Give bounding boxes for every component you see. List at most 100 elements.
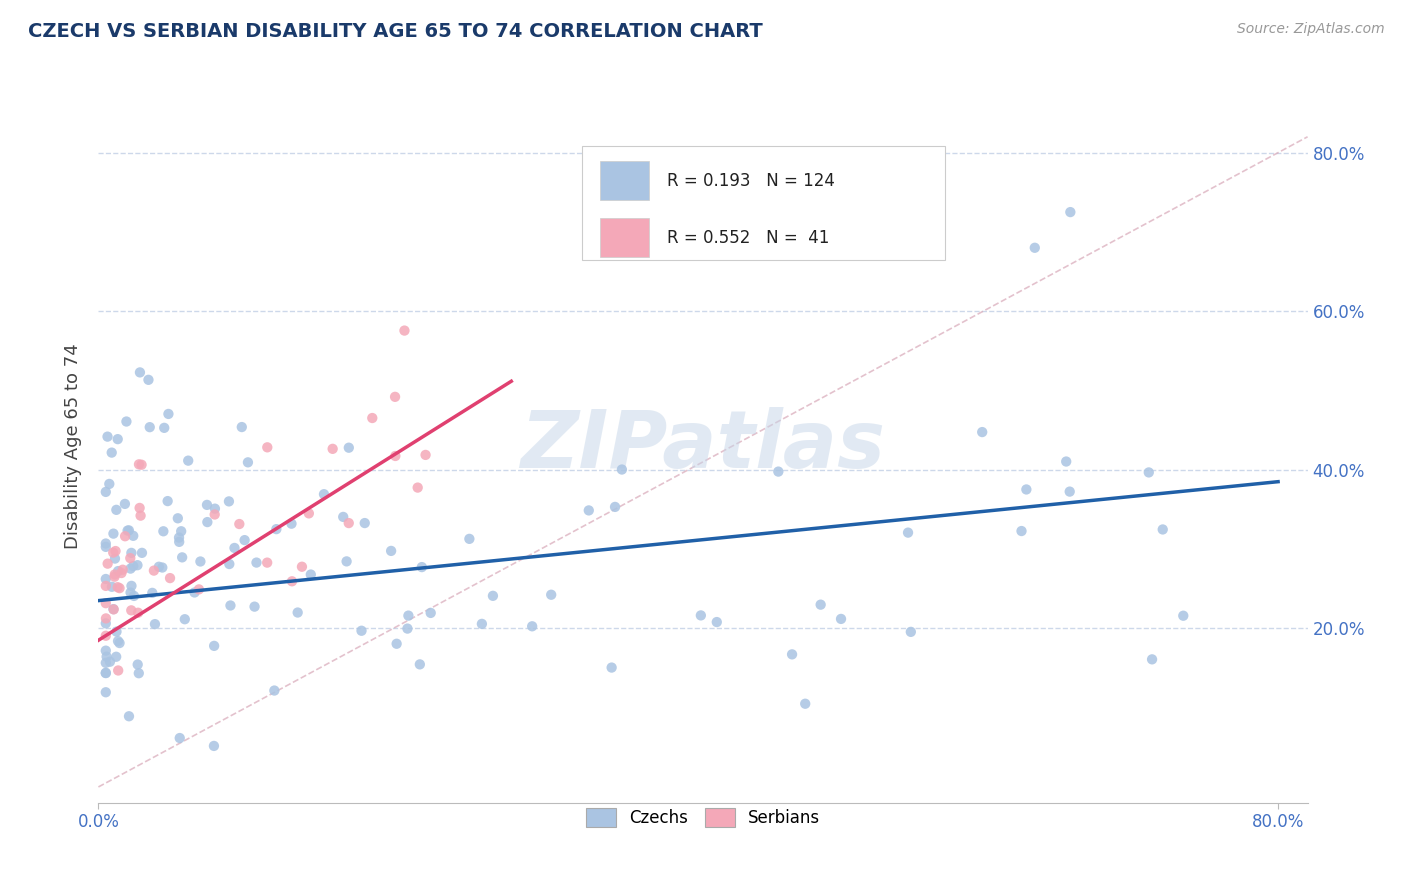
- Point: [322, 442, 344, 456]
- Point: [190, 554, 212, 568]
- Text: ZIPatlas: ZIPatlas: [520, 407, 886, 485]
- Point: [107, 564, 129, 578]
- Point: [94, 629, 117, 643]
- Point: [266, 522, 288, 536]
- Point: [353, 516, 375, 530]
- Point: [830, 612, 852, 626]
- Point: [127, 657, 149, 672]
- Point: [385, 637, 408, 651]
- Point: [794, 697, 817, 711]
- Point: [1059, 205, 1081, 219]
- Text: R = 0.193   N = 124: R = 0.193 N = 124: [666, 171, 835, 189]
- Point: [312, 487, 335, 501]
- Point: [103, 526, 125, 541]
- Point: [96, 429, 118, 443]
- Point: [218, 557, 240, 571]
- Point: [256, 556, 278, 570]
- Point: [1152, 523, 1174, 537]
- Point: [380, 544, 402, 558]
- Point: [105, 649, 128, 664]
- Point: [1140, 652, 1163, 666]
- Point: [287, 606, 309, 620]
- Point: [298, 507, 321, 521]
- Point: [94, 596, 117, 610]
- Point: [263, 683, 285, 698]
- Point: [105, 503, 128, 517]
- Point: [231, 420, 253, 434]
- Point: [98, 655, 121, 669]
- Point: [280, 516, 302, 531]
- Point: [396, 622, 419, 636]
- Point: [96, 649, 118, 664]
- Point: [142, 564, 165, 578]
- Point: [1059, 484, 1081, 499]
- Text: R = 0.552   N =  41: R = 0.552 N = 41: [666, 228, 830, 246]
- Point: [120, 551, 142, 566]
- Point: [97, 557, 120, 571]
- Point: [150, 560, 173, 574]
- Point: [107, 432, 129, 446]
- Point: [94, 685, 117, 699]
- Point: [897, 525, 920, 540]
- Point: [689, 608, 711, 623]
- Point: [233, 533, 256, 548]
- Point: [1024, 241, 1046, 255]
- FancyBboxPatch shape: [600, 161, 648, 200]
- Text: Source: ZipAtlas.com: Source: ZipAtlas.com: [1237, 22, 1385, 37]
- Point: [177, 453, 200, 467]
- Point: [256, 440, 278, 454]
- Point: [127, 606, 149, 620]
- Point: [1173, 608, 1195, 623]
- Point: [337, 516, 360, 530]
- Point: [1137, 466, 1160, 480]
- Point: [128, 500, 150, 515]
- Point: [396, 608, 419, 623]
- Point: [156, 494, 179, 508]
- Y-axis label: Disability Age 65 to 74: Disability Age 65 to 74: [63, 343, 82, 549]
- Point: [183, 585, 205, 599]
- Point: [141, 586, 163, 600]
- Point: [406, 481, 429, 495]
- Point: [202, 739, 225, 753]
- Point: [195, 498, 218, 512]
- Point: [120, 561, 142, 575]
- Point: [128, 666, 150, 681]
- Point: [111, 563, 134, 577]
- Point: [148, 559, 170, 574]
- Point: [117, 524, 139, 538]
- Point: [101, 580, 124, 594]
- Point: [394, 324, 416, 338]
- Point: [129, 365, 152, 379]
- Point: [122, 529, 145, 543]
- Point: [195, 515, 218, 529]
- Point: [100, 445, 122, 459]
- Point: [122, 559, 145, 574]
- Point: [419, 606, 441, 620]
- Text: CZECH VS SERBIAN DISABILITY AGE 65 TO 74 CORRELATION CHART: CZECH VS SERBIAN DISABILITY AGE 65 TO 74…: [28, 22, 763, 41]
- Point: [138, 373, 160, 387]
- Point: [972, 425, 994, 439]
- Point: [228, 516, 250, 531]
- Point: [94, 666, 117, 681]
- Point: [157, 407, 180, 421]
- Point: [173, 612, 195, 626]
- Point: [172, 550, 194, 565]
- Point: [129, 508, 152, 523]
- Point: [94, 665, 117, 680]
- Point: [118, 709, 141, 723]
- Point: [458, 532, 481, 546]
- Point: [204, 501, 226, 516]
- Point: [103, 602, 125, 616]
- Point: [236, 455, 259, 469]
- Point: [131, 546, 153, 560]
- Point: [104, 544, 127, 558]
- Point: [384, 449, 406, 463]
- Point: [105, 624, 128, 639]
- Point: [98, 477, 121, 491]
- Point: [94, 536, 117, 550]
- Point: [361, 411, 384, 425]
- Point: [350, 624, 373, 638]
- Point: [103, 546, 125, 560]
- Point: [122, 589, 145, 603]
- Point: [94, 616, 117, 631]
